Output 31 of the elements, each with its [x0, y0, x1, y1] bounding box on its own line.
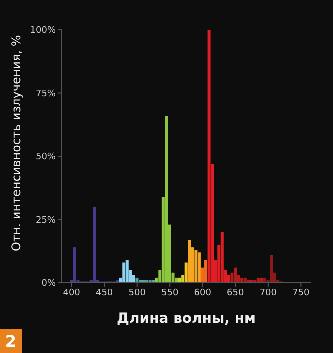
- bar: [73, 248, 76, 283]
- bar: [184, 262, 188, 283]
- bar: [122, 262, 126, 283]
- bar: [270, 255, 274, 283]
- x-tick-label: 750: [292, 288, 310, 298]
- x-tick-label: 600: [194, 288, 212, 298]
- x-tick-label: 450: [96, 288, 114, 298]
- y-axis-title: Отн. интенсивность излучения, %: [9, 35, 24, 252]
- x-axis-title: Длина волны, нм: [117, 311, 256, 327]
- bar: [234, 268, 238, 283]
- x-tick-label: 550: [162, 288, 179, 298]
- bar: [126, 260, 129, 283]
- bar: [204, 260, 208, 283]
- y-tick-label: 100%: [30, 26, 56, 36]
- x-tick-label: 400: [63, 288, 81, 298]
- x-tick-label: 500: [128, 288, 146, 298]
- bar: [194, 250, 198, 283]
- y-tick-label: 50%: [36, 152, 56, 163]
- bar: [93, 207, 96, 283]
- y-tick-label: 0%: [42, 279, 56, 290]
- bar: [220, 232, 224, 283]
- bar: [182, 275, 185, 283]
- bar: [188, 240, 192, 283]
- y-tick-label: 75%: [36, 89, 56, 100]
- bar: [208, 30, 211, 283]
- text: 2: [0, 329, 22, 353]
- x-tick-label: 650: [227, 288, 245, 298]
- x-tick-label: 700: [260, 288, 278, 298]
- bar: [165, 116, 168, 283]
- y-tick-label: 25%: [36, 216, 56, 226]
- bar: [198, 252, 201, 283]
